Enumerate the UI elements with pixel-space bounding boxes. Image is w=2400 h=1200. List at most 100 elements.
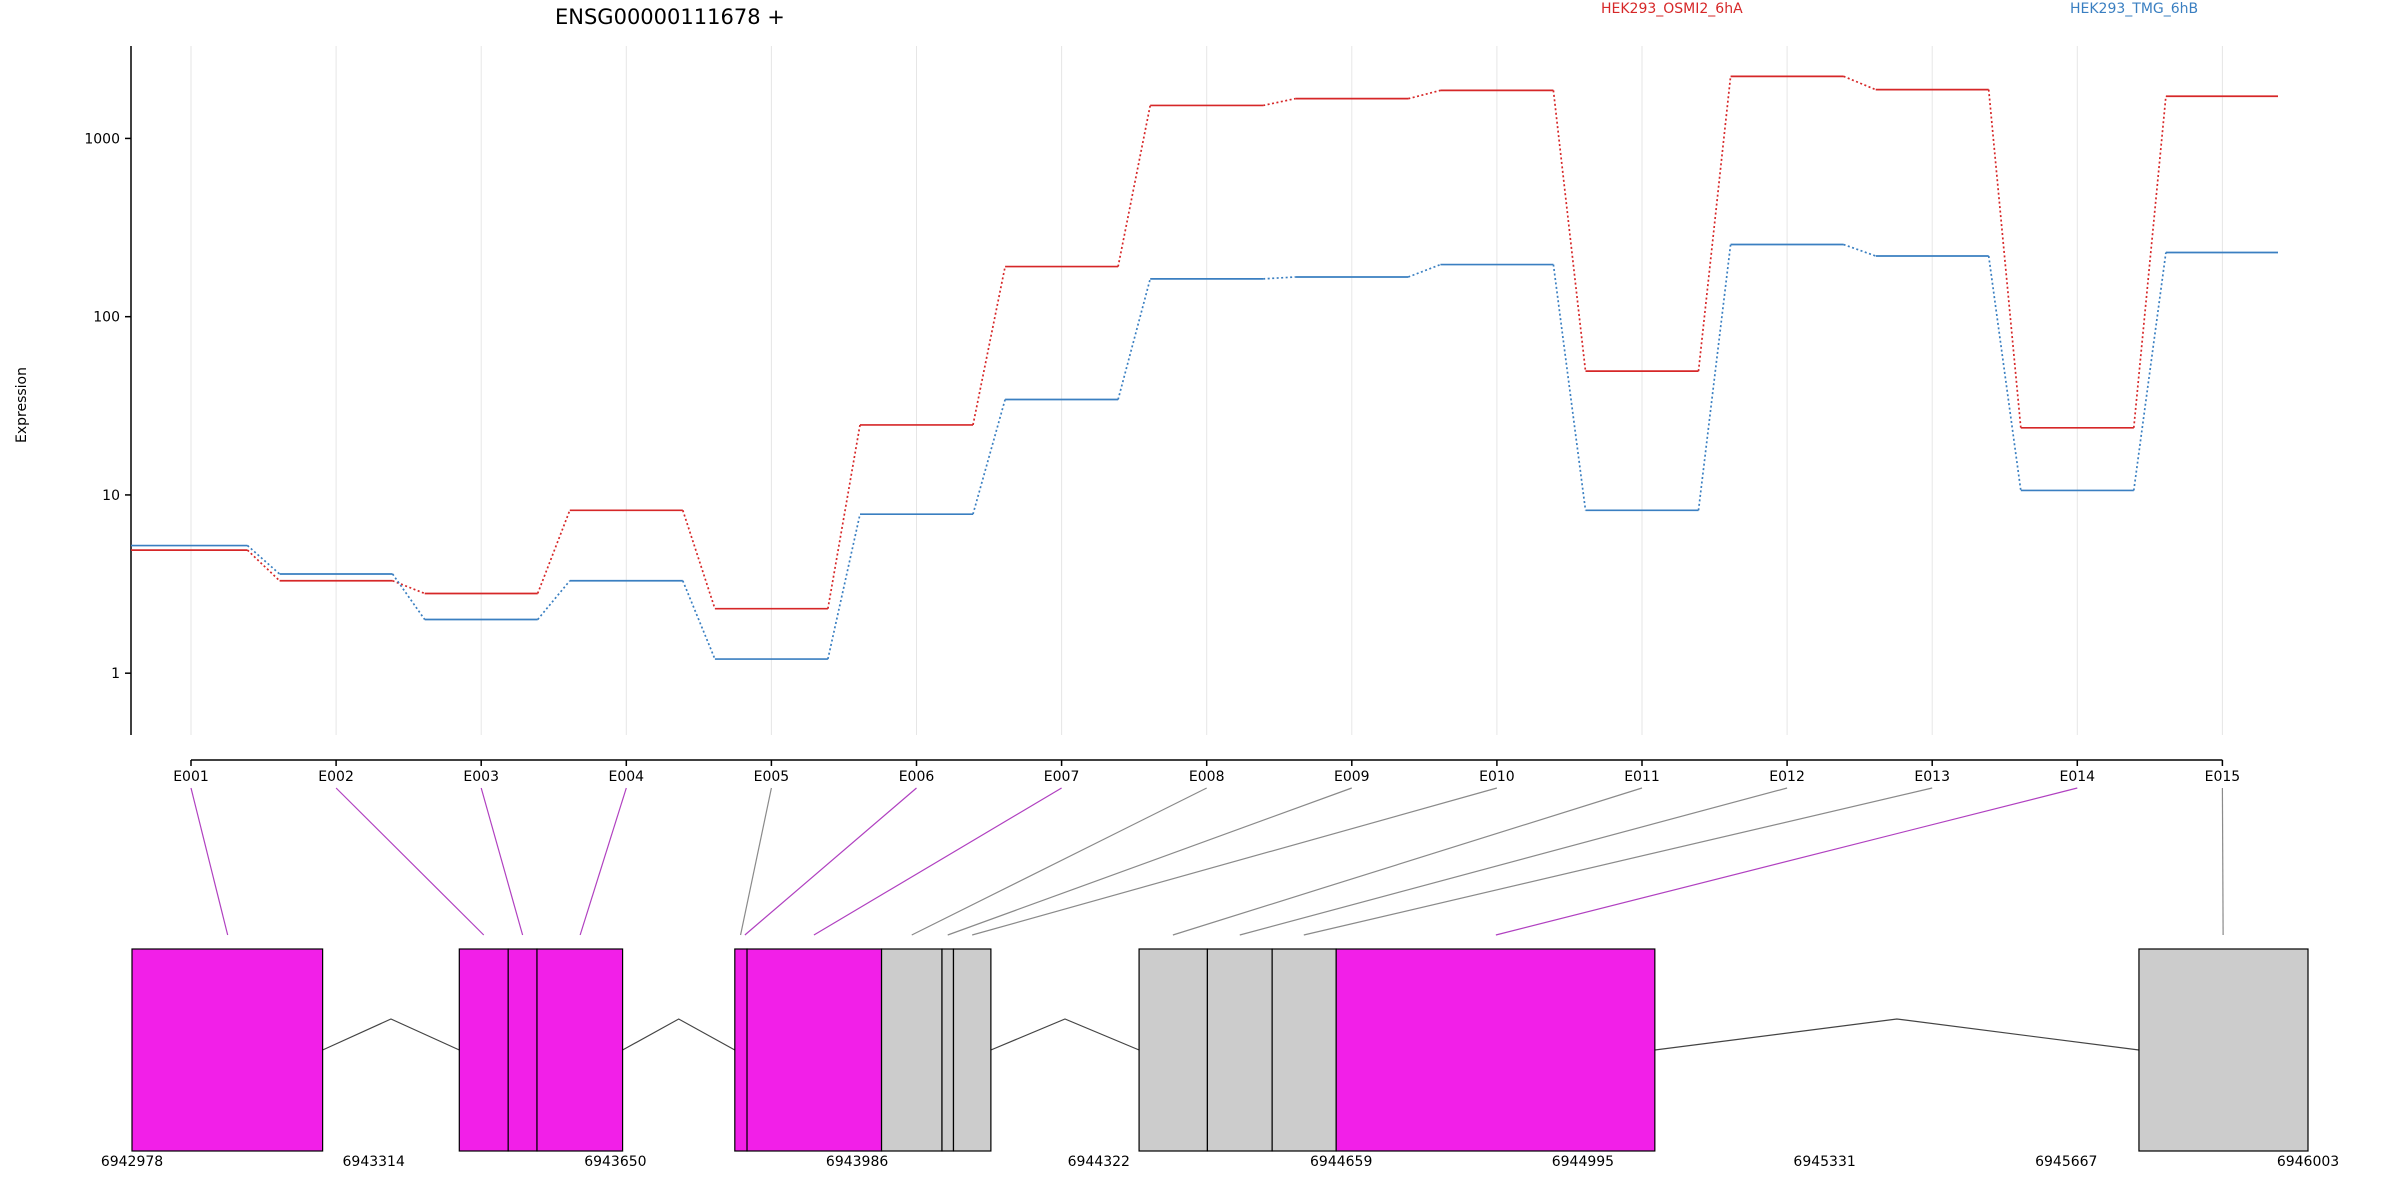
link-e009 <box>947 787 1353 936</box>
intron-4 <box>1654 1018 2140 1051</box>
series-1-connector <box>1117 105 1152 267</box>
x-tick-label: E004 <box>609 769 645 785</box>
exon-e007 <box>880 948 943 1152</box>
genomic-tick-label: 6943650 <box>584 1154 646 1170</box>
genomic-tick-label: 6942978 <box>101 1154 163 1170</box>
link-e014 <box>1495 787 2078 936</box>
genomic-tick-label: 6944659 <box>1310 1154 1372 1170</box>
link-e001 <box>190 787 229 936</box>
link-e010 <box>972 787 1498 936</box>
series-1-connector <box>681 510 716 609</box>
x-tick-label: E003 <box>463 769 499 785</box>
exon-e010 <box>1138 948 1209 1152</box>
intron-1 <box>322 1018 460 1051</box>
intron-3 <box>990 1018 1140 1051</box>
link-e004 <box>579 787 627 936</box>
link-e008 <box>911 787 1207 936</box>
x-tick-label: E002 <box>318 769 354 785</box>
exon-e013 <box>1335 948 1656 1152</box>
y-tick-label: 10 <box>102 488 120 504</box>
exon-e005 <box>734 948 748 1152</box>
legend-series-2: HEK293_TMG_6hB <box>2070 1 2198 17</box>
series-2-connector <box>1843 243 1876 257</box>
exon-e012 <box>1271 948 1337 1152</box>
series-2-connector <box>1987 255 2022 491</box>
series-lines <box>131 75 2278 660</box>
legend-series-1: HEK293_OSMI2_6hA <box>1601 1 1743 17</box>
x-tick-label: E006 <box>899 769 935 785</box>
link-e006 <box>744 787 917 936</box>
gene-model <box>131 948 2309 1152</box>
y-tick-label: 1000 <box>84 131 120 147</box>
series-2-connector <box>2132 252 2167 491</box>
x-tick-label: E005 <box>754 769 790 785</box>
exon-e006 <box>746 948 883 1152</box>
link-e002 <box>335 787 485 936</box>
exon-e014 <box>2138 948 2309 1152</box>
x-tick-label: E013 <box>1914 769 1950 785</box>
series-2-connector <box>1552 264 1587 511</box>
series-1-connector <box>536 509 571 594</box>
series-1-connector <box>392 579 426 595</box>
x-tick-label: E014 <box>2060 769 2096 785</box>
series-2-connector <box>682 580 716 660</box>
series-2-connector <box>391 573 426 621</box>
x-tick-label: E010 <box>1479 769 1515 785</box>
series-2-connector <box>537 580 571 621</box>
series-1-connector <box>972 266 1006 426</box>
x-axis: E001 E002 E003 E004 E005 E006 E007 E008 E009 E010… <box>173 759 2241 785</box>
series-2-connector <box>1117 278 1152 400</box>
x-tick-label: E012 <box>1769 769 1805 785</box>
genomic-tick-label: 6945331 <box>1793 1154 1855 1170</box>
series-1-connector <box>1552 90 1587 372</box>
series-2-connector <box>1407 263 1441 278</box>
link-e015 <box>2221 787 2224 936</box>
link-e013 <box>1303 787 1933 936</box>
series-1-connector <box>827 424 861 609</box>
link-e012 <box>1239 787 1788 936</box>
series-1-connector <box>1697 76 1732 372</box>
genomic-tick-label: 6944995 <box>1552 1154 1614 1170</box>
x-tick-label: E015 <box>2205 769 2241 785</box>
y-tick-label: 1 <box>111 666 120 682</box>
exon-e002 <box>458 948 509 1152</box>
genomic-tick-label: 6943314 <box>343 1154 405 1170</box>
y-axis: 1 10 100 1000 <box>84 46 132 735</box>
exon-e008 <box>941 948 955 1152</box>
series-1-connector <box>1408 89 1441 100</box>
exon-e001 <box>131 948 324 1152</box>
series-1-connector <box>1263 97 1296 107</box>
exon-e009 <box>952 948 992 1152</box>
series-2 <box>131 243 2278 660</box>
x-tick-label: E009 <box>1334 769 1370 785</box>
x-tick-label: E007 <box>1044 769 1080 785</box>
series-1 <box>131 75 2278 610</box>
link-e003 <box>480 787 524 936</box>
link-e005 <box>739 787 772 936</box>
grid-lines <box>190 46 2223 735</box>
series-1-connector <box>2132 96 2167 428</box>
intron-2 <box>622 1018 736 1051</box>
genomic-axis: 6942978 6943314 6943650 6943986 6944322 69446… <box>101 1154 2339 1170</box>
genomic-tick-label: 6945667 <box>2035 1154 2097 1170</box>
series-2-connector <box>1263 276 1296 280</box>
x-tick-label: E011 <box>1624 769 1660 785</box>
exon-e004 <box>536 948 624 1152</box>
chart-title: ENSG00000111678 + <box>555 5 785 29</box>
x-tick-label: E001 <box>173 769 209 785</box>
series-2-connector <box>972 399 1006 515</box>
genomic-tick-label: 6946003 <box>2277 1154 2339 1170</box>
genomic-tick-label: 6943986 <box>826 1154 888 1170</box>
series-1-connector <box>1843 75 1877 91</box>
exon-e011 <box>1206 948 1273 1152</box>
y-tick-label: 100 <box>93 310 120 326</box>
exon-e003 <box>507 948 538 1152</box>
x-tick-label: E008 <box>1189 769 1225 785</box>
y-axis-label: Expression <box>14 367 30 443</box>
series-2-connector <box>827 513 861 660</box>
exon-links <box>190 787 2224 936</box>
series-2-connector <box>1697 244 1732 511</box>
series-1-connector <box>246 549 281 582</box>
genomic-tick-label: 6944322 <box>1068 1154 1130 1170</box>
